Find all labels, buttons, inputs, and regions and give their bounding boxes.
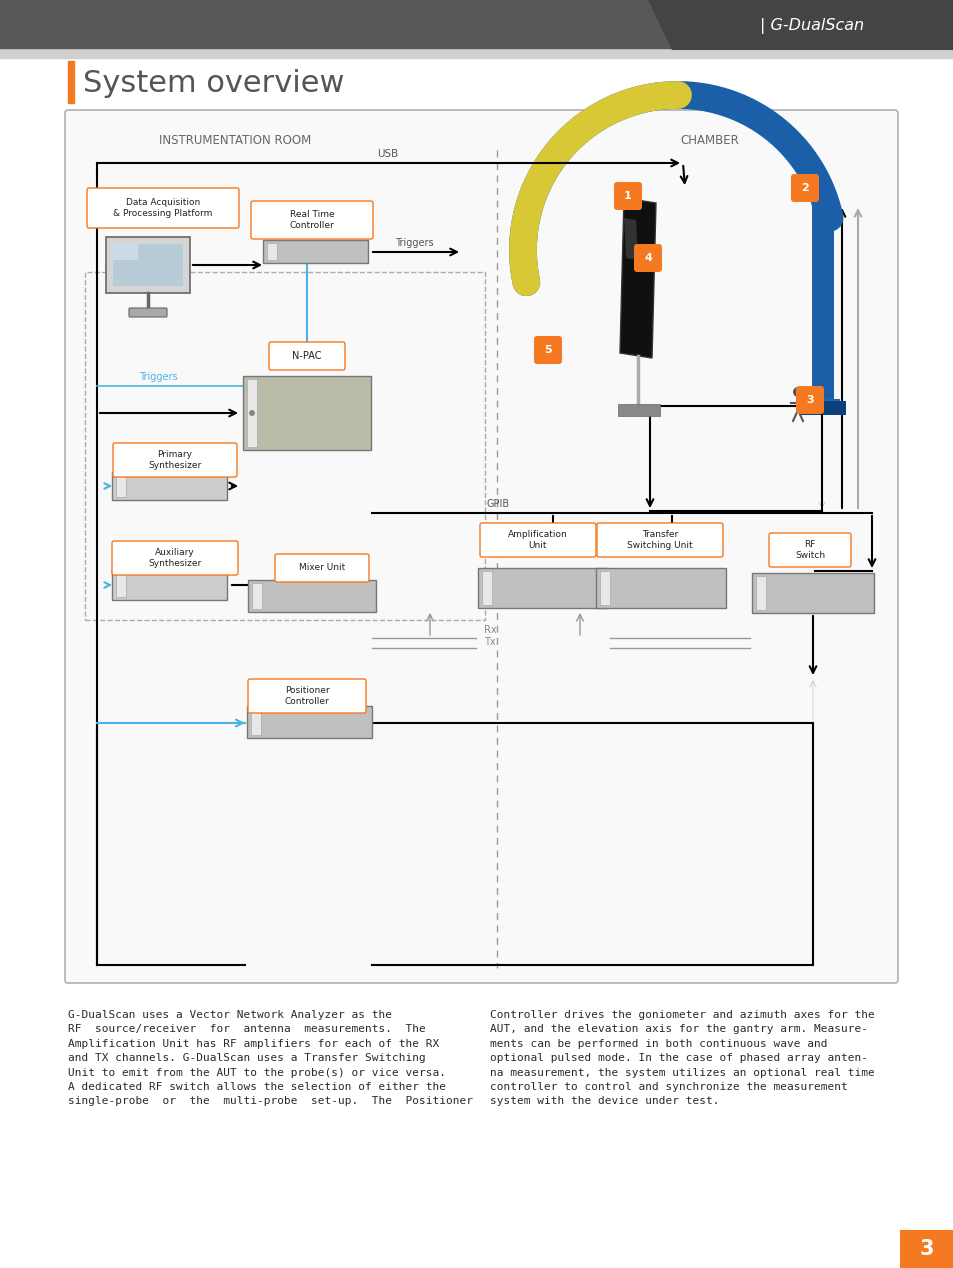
Text: Primary
Synthesizer: Primary Synthesizer — [149, 450, 201, 469]
FancyBboxPatch shape — [87, 188, 239, 228]
FancyBboxPatch shape — [614, 183, 641, 210]
Text: Mixer Unit: Mixer Unit — [298, 563, 345, 572]
Bar — [477, 568, 607, 607]
Circle shape — [792, 387, 802, 397]
Bar — [247, 379, 256, 448]
Text: USB: USB — [377, 150, 398, 158]
Text: Transfer
Switching Unit: Transfer Switching Unit — [626, 530, 692, 550]
Bar — [751, 573, 873, 612]
Text: GPIB: GPIB — [486, 500, 509, 508]
Bar — [248, 579, 375, 612]
FancyBboxPatch shape — [790, 174, 818, 202]
Bar — [112, 243, 183, 287]
Bar — [481, 571, 492, 605]
Text: Positioner
Controller: Positioner Controller — [284, 686, 329, 706]
FancyBboxPatch shape — [274, 554, 369, 582]
Bar — [106, 237, 190, 293]
FancyBboxPatch shape — [65, 110, 897, 983]
Bar — [805, 399, 840, 411]
Polygon shape — [647, 0, 953, 49]
Circle shape — [249, 410, 254, 416]
Text: | G-DualScan: | G-DualScan — [760, 18, 863, 34]
Text: Triggers: Triggers — [395, 238, 433, 249]
Bar — [0, 48, 953, 58]
FancyBboxPatch shape — [634, 243, 661, 273]
Text: 3: 3 — [805, 396, 813, 404]
Bar — [116, 476, 126, 497]
FancyBboxPatch shape — [534, 336, 561, 364]
Text: INSTRUMENTATION ROOM: INSTRUMENTATION ROOM — [159, 133, 311, 147]
Bar — [800, 401, 845, 415]
Text: 3: 3 — [919, 1239, 933, 1259]
FancyBboxPatch shape — [479, 522, 596, 557]
Text: Auxiliary
Synthesizer: Auxiliary Synthesizer — [149, 548, 201, 568]
Bar — [112, 571, 227, 600]
Text: 1: 1 — [623, 191, 631, 202]
Bar — [112, 472, 227, 500]
FancyBboxPatch shape — [768, 533, 850, 567]
Bar — [251, 709, 261, 735]
Bar — [116, 573, 126, 597]
FancyBboxPatch shape — [795, 385, 823, 413]
Text: 4: 4 — [643, 254, 651, 262]
Bar — [267, 243, 276, 260]
Bar — [0, 0, 953, 48]
Polygon shape — [623, 218, 638, 260]
Text: 5: 5 — [543, 345, 551, 355]
Text: Triggers: Triggers — [138, 372, 177, 382]
Bar — [247, 706, 372, 738]
Text: Amplification
Unit: Amplification Unit — [508, 530, 567, 550]
Bar — [811, 203, 833, 403]
Bar — [252, 583, 262, 609]
FancyBboxPatch shape — [112, 541, 237, 574]
Bar — [112, 243, 138, 260]
Text: CHAMBER: CHAMBER — [679, 133, 739, 147]
Bar — [618, 404, 659, 416]
Text: Tx: Tx — [484, 637, 496, 647]
Bar — [755, 576, 765, 610]
FancyBboxPatch shape — [248, 678, 366, 713]
Text: Controller drives the goniometer and azimuth axes for the
AUT, and the elevation: Controller drives the goniometer and azi… — [490, 1011, 874, 1107]
Text: RF
Switch: RF Switch — [794, 540, 824, 559]
FancyBboxPatch shape — [129, 308, 167, 317]
Text: Rx: Rx — [483, 625, 496, 635]
FancyBboxPatch shape — [597, 522, 722, 557]
Text: Real Time
Controller: Real Time Controller — [290, 210, 334, 230]
Bar — [68, 61, 74, 103]
Bar — [243, 377, 371, 450]
Bar — [599, 571, 609, 605]
Text: N-PAC: N-PAC — [292, 351, 321, 361]
Bar — [899, 1230, 953, 1268]
FancyBboxPatch shape — [112, 443, 236, 477]
Text: Data Acquisition
& Processing Platform: Data Acquisition & Processing Platform — [113, 198, 213, 218]
Text: System overview: System overview — [83, 68, 344, 98]
Bar — [596, 568, 725, 607]
FancyBboxPatch shape — [269, 342, 345, 370]
Bar — [85, 273, 484, 620]
FancyBboxPatch shape — [251, 202, 373, 238]
Polygon shape — [619, 198, 656, 358]
Bar — [263, 240, 368, 262]
Text: 2: 2 — [801, 183, 808, 193]
Text: G-DualScan uses a Vector Network Analyzer as the
RF  source/receiver  for  anten: G-DualScan uses a Vector Network Analyze… — [68, 1011, 473, 1107]
